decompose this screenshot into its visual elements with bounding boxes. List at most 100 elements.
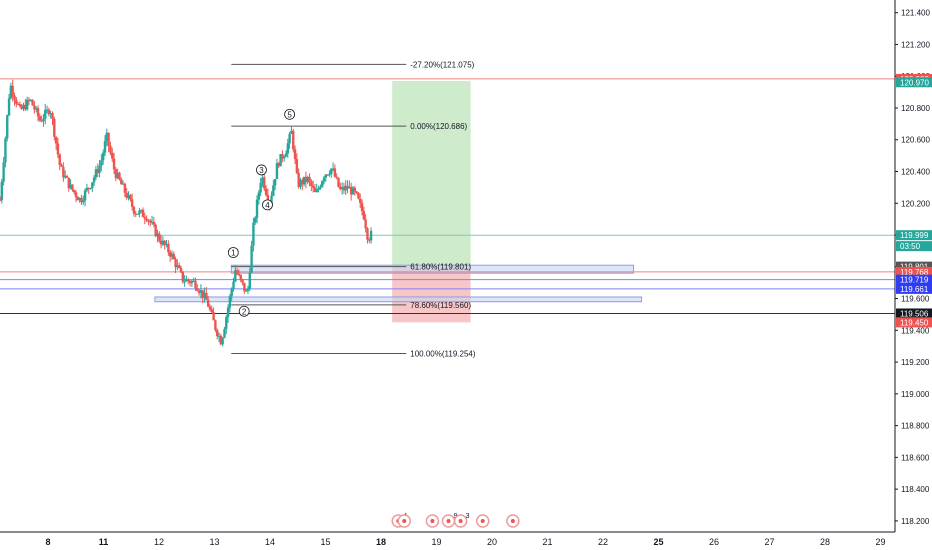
candle-body [170, 253, 174, 257]
candle-body [355, 191, 358, 193]
candle-body [11, 85, 14, 96]
wave-circle-4[interactable] [262, 199, 273, 211]
candle-body [270, 195, 273, 205]
candle-body [263, 177, 266, 189]
profit-zone[interactable] [392, 80, 471, 267]
candle-body [349, 186, 353, 195]
price-label-bg-5 [896, 266, 932, 277]
candle-body [216, 330, 219, 337]
candle-body [212, 312, 215, 321]
price-label-1: 120.970 [900, 78, 929, 87]
support-zones[interactable] [154, 264, 643, 303]
candle-body [85, 187, 89, 191]
candle-body [167, 243, 170, 253]
candle-body [313, 187, 317, 192]
candle-body [62, 166, 65, 178]
candle-body [15, 99, 18, 104]
zone-1[interactable] [154, 296, 643, 303]
zone-0[interactable] [230, 264, 635, 274]
candle-body [304, 176, 308, 183]
candle-body [254, 217, 257, 223]
candle-body [35, 108, 38, 110]
fibonacci-retracement[interactable]: -27.20%(121.075) 0.00%(120.686) 61.80%(119… [231, 60, 476, 359]
time-tick-21: 21 [542, 537, 552, 547]
candle-body [214, 320, 217, 331]
candle-body [107, 132, 110, 146]
candle-body [111, 152, 114, 159]
candle-body [101, 152, 105, 161]
wave-circle-2[interactable] [238, 305, 250, 317]
horizontal-lines[interactable] [0, 78, 895, 314]
candle-body [190, 281, 194, 284]
candle-body [333, 168, 337, 177]
price-label-5: 119.768 [900, 268, 929, 277]
price-tick-4: 120.600 [901, 136, 930, 145]
candle-body [246, 288, 250, 291]
candle-body [136, 213, 139, 215]
candle-body [364, 219, 367, 229]
event-dot-4 [458, 519, 463, 523]
candle-body [24, 104, 27, 110]
price-tick-6: 120.200 [901, 199, 930, 208]
wave-circle-3[interactable] [256, 164, 267, 176]
candle-body [348, 186, 351, 189]
candle-body [281, 154, 284, 159]
candle-body [181, 271, 185, 282]
candle-body [284, 153, 288, 157]
wave-circle-1[interactable] [227, 247, 239, 258]
loss-zone[interactable] [392, 266, 471, 323]
long-position-tool[interactable] [392, 80, 471, 323]
candle-body [47, 109, 51, 115]
candle-body [129, 195, 132, 200]
candle-body [125, 192, 128, 198]
wave-label-3: 3 [259, 166, 264, 175]
price-label-7: 119.661 [900, 285, 929, 294]
event-dot-6 [510, 519, 515, 523]
candle-body [22, 104, 25, 109]
candle-body [199, 290, 203, 293]
candle-body [6, 115, 9, 139]
wave-label-4: 4 [265, 201, 270, 210]
wave-circle-5[interactable] [284, 108, 296, 120]
time-tick-13: 13 [209, 537, 219, 547]
candle-body [342, 186, 346, 191]
price-label-2: 119.999 [900, 231, 929, 240]
candle-body [197, 290, 201, 293]
candle-body [176, 265, 179, 268]
candle-body [234, 270, 237, 282]
candle-body [179, 267, 183, 272]
candle-body [174, 258, 177, 268]
candle-body [243, 282, 246, 292]
time-axis[interactable]: 8 11 12 13 14 15 18 19 20 21 22 25 26 27 28 29 [0, 531, 895, 547]
candle-body [83, 190, 87, 201]
candle-body [4, 138, 7, 163]
candle-body [321, 181, 324, 187]
elliott-wave-labels[interactable]: 1 2 3 4 5 [227, 108, 296, 317]
economic-events[interactable]: 493 [391, 513, 520, 528]
event-count-3: 9 [454, 513, 458, 520]
candle-body [98, 165, 101, 173]
candle-body [56, 143, 60, 155]
fib-label-0: -27.20%(121.075) [410, 60, 474, 69]
candle-body [286, 143, 290, 154]
candle-body [0, 181, 4, 201]
price-tick-12: 119.000 [901, 390, 930, 399]
price-label-bg-6 [896, 274, 932, 285]
candle-body [306, 176, 309, 183]
price-tick-16: 118.200 [901, 517, 930, 526]
time-tick-28: 28 [820, 537, 830, 547]
wave-label-1: 1 [231, 249, 236, 258]
candle-body [292, 130, 295, 150]
candle-body [357, 192, 360, 199]
time-tick-14: 14 [265, 537, 275, 547]
candle-body [29, 99, 32, 101]
price-tick-15: 118.400 [901, 485, 930, 494]
price-tick-9: 119.600 [901, 295, 930, 304]
price-label-bg-4 [896, 261, 932, 272]
candle-body [92, 177, 96, 183]
candle-body [252, 222, 255, 246]
candle-body [210, 309, 213, 313]
candle-body [161, 240, 165, 245]
fib-label-3: 78.60%(119.560) [410, 301, 471, 310]
